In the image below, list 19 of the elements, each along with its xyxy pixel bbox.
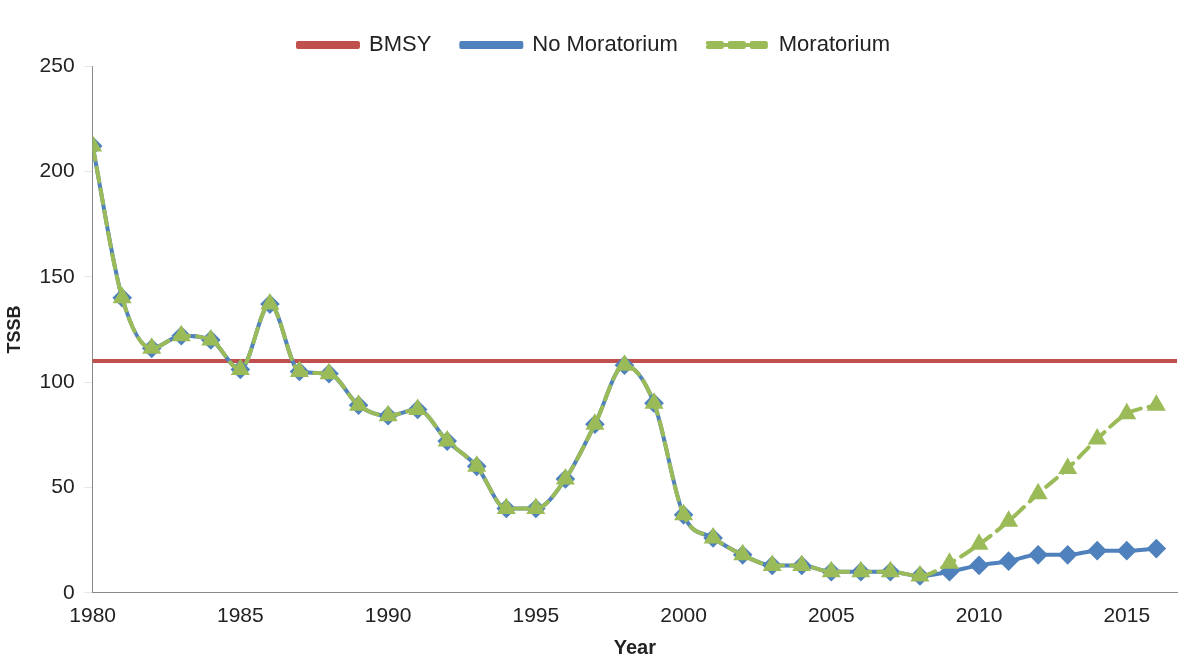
x-tick-label: 2005 xyxy=(807,603,855,627)
legend-label: No Moratorium xyxy=(532,31,678,57)
x-tick-label: 1985 xyxy=(217,603,264,627)
x-tick-label: 1990 xyxy=(364,603,412,627)
x-tick-label: 1995 xyxy=(512,603,560,627)
x-tick-label: 2010 xyxy=(955,603,1003,627)
y-tick-label: 150 xyxy=(39,263,75,287)
x-axis-title: Year xyxy=(613,635,657,658)
legend-label: Moratorium xyxy=(778,31,891,57)
x-tick-label: 1980 xyxy=(69,603,116,627)
y-tick-label: 50 xyxy=(51,474,75,498)
x-tick-label: 2000 xyxy=(660,603,707,627)
y-tick-label: 0 xyxy=(62,579,75,603)
y-tick-label: 250 xyxy=(39,52,75,76)
y-tick-label: 200 xyxy=(39,158,75,182)
legend-label: BMSY xyxy=(368,31,432,57)
x-tick-label: 2015 xyxy=(1103,603,1151,627)
y-axis-title: TSSB xyxy=(3,305,24,354)
y-tick-label: 100 xyxy=(39,368,75,392)
